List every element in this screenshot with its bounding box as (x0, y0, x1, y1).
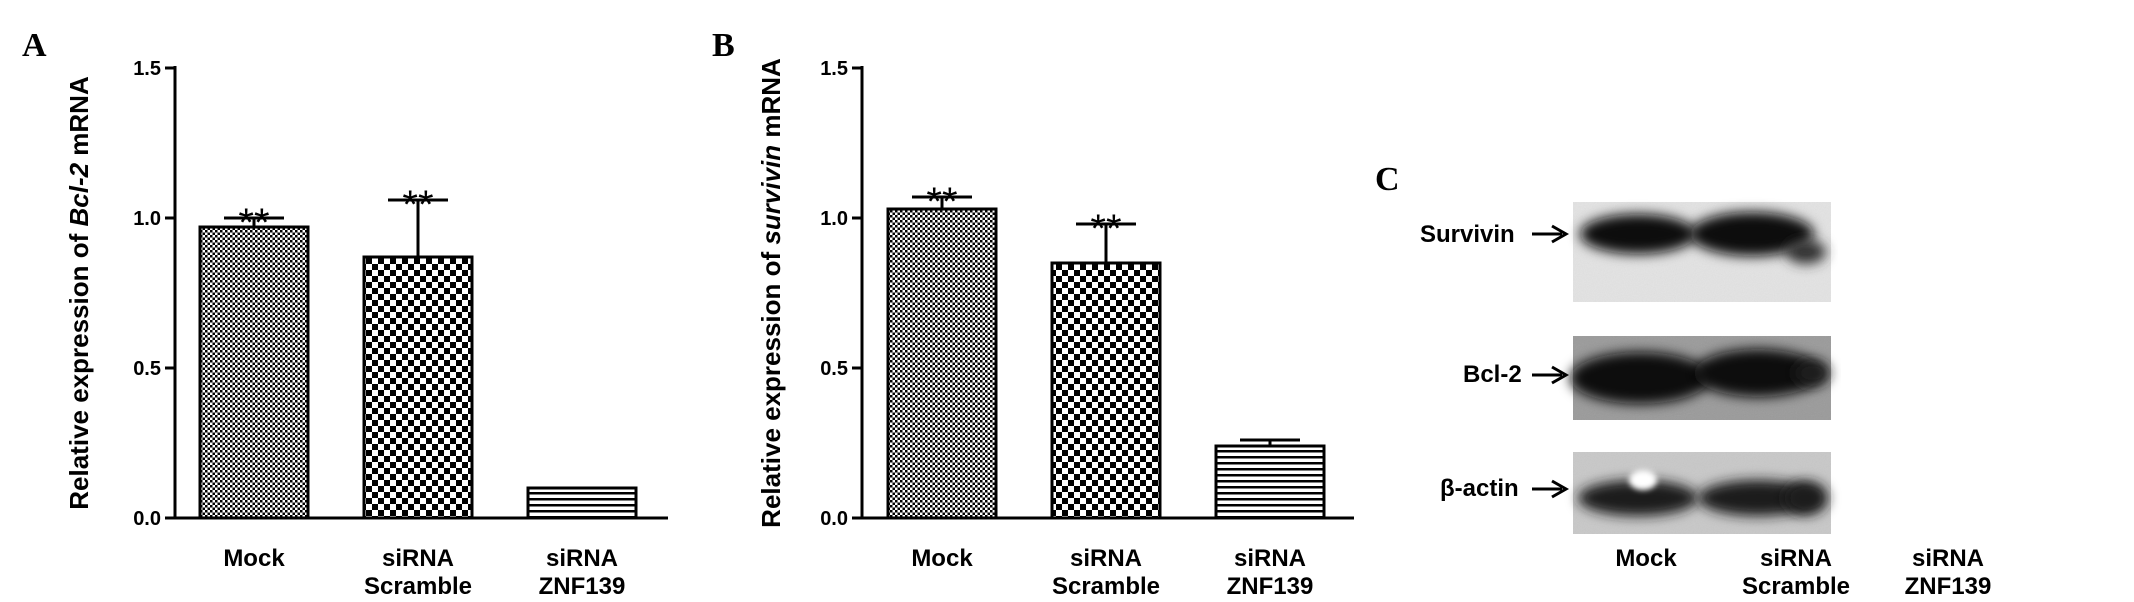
y-tick-label: 0.5 (820, 358, 848, 380)
blot-lane-znf139-1: siRNA (1912, 545, 1984, 572)
y-tick-label: 1.5 (133, 58, 161, 80)
y-axis-label-part: Bcl-2 (64, 162, 94, 226)
bar-2 (1214, 444, 1326, 520)
panel-letter-c: C (1375, 161, 1400, 198)
significance-0: ** (238, 201, 269, 245)
band-survivin-scramble (1690, 212, 1814, 256)
blot-lane-mock: Mock (1615, 545, 1677, 572)
band-actin-znf139 (1784, 481, 1828, 515)
blot-strip-survivin (1573, 202, 1831, 302)
band-survivin-mock (1580, 214, 1696, 254)
blot-label-survivin: Survivin (1420, 221, 1515, 248)
y-tick-label: 1.0 (133, 208, 161, 230)
category-label-2: ZNF139 (1227, 573, 1314, 600)
y-tick-label: 1.0 (820, 208, 848, 230)
arrow-icon (1532, 224, 1570, 244)
chart-a-bcl2: 0.0 0.5 1.0 1.5 Relative expression of Bcl-2… (64, 58, 668, 600)
blot-label-actin: β-actin (1440, 475, 1519, 502)
significance-0: ** (926, 180, 957, 224)
category-label-2: siRNA (546, 545, 618, 572)
category-label-1: siRNA (382, 545, 454, 572)
category-label-0: Mock (911, 545, 973, 572)
panel-letter-b: B (712, 27, 735, 64)
y-axis-label-part: mRNA (64, 76, 94, 163)
category-label-1: Scramble (1052, 573, 1160, 600)
y-tick-label: 0.0 (133, 508, 161, 530)
bar-0 (198, 225, 310, 520)
blot-lane-znf139-2: ZNF139 (1905, 573, 1992, 600)
arrow-icon (1532, 479, 1570, 499)
category-label-1: Scramble (364, 573, 472, 600)
blot-lane-scramble-1: siRNA (1760, 545, 1832, 572)
category-label-2: siRNA (1234, 545, 1306, 572)
category-label-0: Mock (223, 545, 285, 572)
bar-0 (886, 207, 998, 520)
band-actin-mock (1578, 480, 1698, 516)
category-label-1: siRNA (1070, 545, 1142, 572)
band-survivin-znf139 (1786, 240, 1826, 264)
western-blot: Survivin Bcl-2 β-actin Mock siRNA Scramb… (1420, 202, 1991, 600)
y-tick-label: 0.5 (133, 358, 161, 380)
band-bcl2-znf139 (1794, 360, 1830, 386)
bar-1 (1050, 261, 1162, 520)
y-axis-label: Relative expression of survivin mRNA (756, 58, 786, 528)
category-label-2: ZNF139 (539, 573, 626, 600)
y-axis-label: Relative expression of Bcl-2 mRNA (64, 76, 94, 510)
significance-1: ** (402, 183, 433, 227)
panel-letter-a: A (22, 27, 47, 64)
y-axis-label-part: survivin (756, 145, 786, 245)
arrow-icon (1532, 365, 1570, 385)
y-axis-label-part: Relative expression of (756, 245, 786, 528)
bar-2 (526, 486, 638, 520)
blot-label-bcl2: Bcl-2 (1463, 361, 1522, 388)
y-tick-label: 0.0 (820, 508, 848, 530)
chart-b-survivin: 0.0 0.5 1.0 1.5 Relative expression of survi… (756, 58, 1354, 600)
y-tick-label: 1.5 (820, 58, 848, 80)
blot-strip-bcl2 (1570, 336, 1831, 420)
band-bcl2-scramble (1694, 349, 1822, 397)
bar-1 (362, 255, 474, 520)
blot-lane-scramble-2: Scramble (1742, 573, 1850, 600)
significance-1: ** (1090, 207, 1121, 251)
blot-strip-actin (1573, 452, 1831, 534)
band-bcl2-mock (1570, 352, 1710, 404)
blot-artifact-spot (1629, 470, 1657, 490)
y-axis-label-part: mRNA (756, 58, 786, 145)
y-axis-label-part: Relative expression of (64, 227, 94, 510)
